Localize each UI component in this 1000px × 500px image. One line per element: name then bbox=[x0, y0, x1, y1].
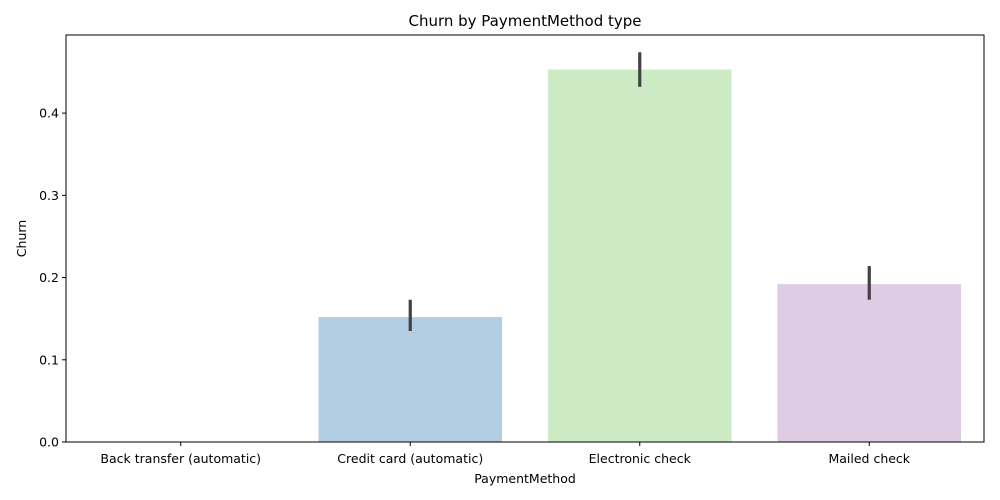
bar-2 bbox=[318, 317, 503, 442]
y-tick-label: 0.1 bbox=[39, 352, 59, 367]
y-axis: 0.0 0.1 0.2 0.3 0.4 bbox=[39, 106, 66, 450]
bars-layer bbox=[318, 69, 962, 443]
x-axis: Back transfer (automatic) Credit card (au… bbox=[100, 442, 911, 466]
y-tick-label: 0.3 bbox=[39, 188, 59, 203]
x-tick-label: Mailed check bbox=[828, 451, 910, 466]
x-tick-label: Back transfer (automatic) bbox=[100, 451, 261, 466]
x-tick-label: Electronic check bbox=[589, 451, 692, 466]
y-tick-label: 0.0 bbox=[39, 435, 59, 450]
y-axis-title: Churn bbox=[14, 220, 29, 257]
bar-3 bbox=[547, 69, 732, 443]
y-tick-label: 0.2 bbox=[39, 270, 59, 285]
bar-4 bbox=[777, 284, 962, 442]
y-tick-label: 0.4 bbox=[39, 106, 59, 121]
chart-title: Churn by PaymentMethod type bbox=[408, 12, 641, 30]
x-axis-title: PaymentMethod bbox=[474, 471, 576, 486]
x-tick-label: Credit card (automatic) bbox=[337, 451, 483, 466]
error-bars-layer bbox=[408, 52, 871, 331]
plot-frame bbox=[65, 34, 985, 443]
